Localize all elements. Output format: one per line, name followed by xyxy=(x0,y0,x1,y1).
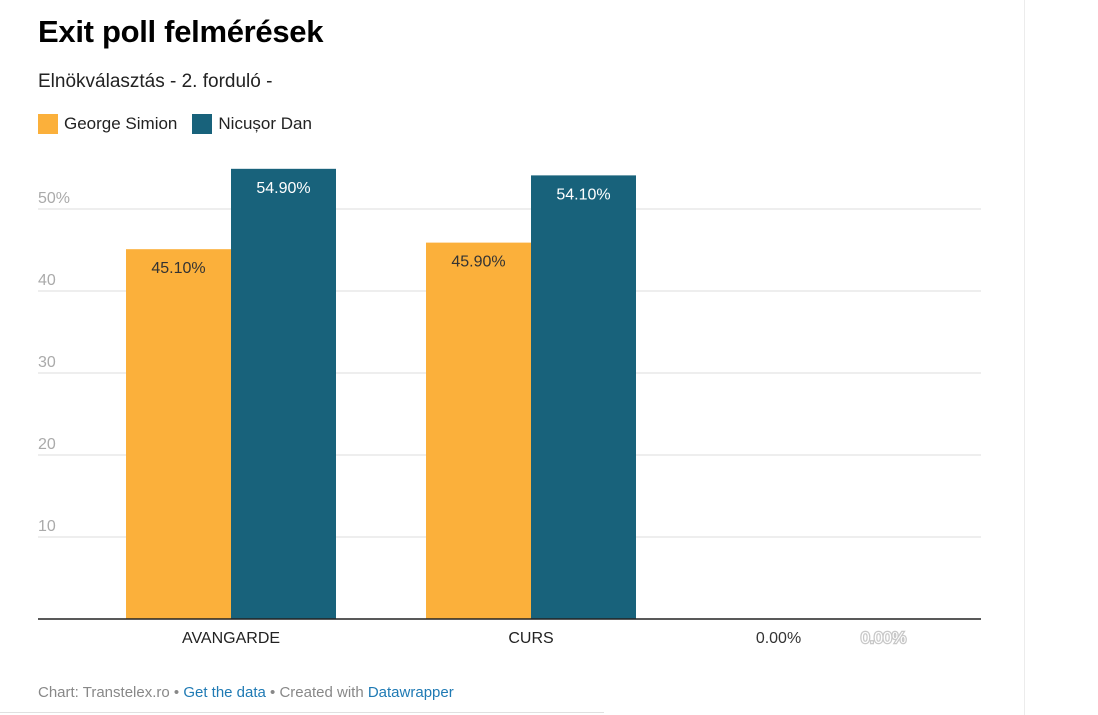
legend: George Simion Nicușor Dan xyxy=(38,114,327,134)
chart-frame: Exit poll felmérések Elnökválasztás - 2.… xyxy=(38,0,1025,715)
y-tick-label-30: 30 xyxy=(38,354,56,371)
bar-nicu-or-dan-1 xyxy=(531,175,636,619)
bottom-divider xyxy=(0,712,604,713)
data-label-nicu-or-dan-2: 0.00% xyxy=(861,630,906,647)
y-tick-label-20: 20 xyxy=(38,436,56,453)
chart-footer: Chart: Transtelex.ro • Get the data • Cr… xyxy=(38,684,454,701)
legend-item-george-simion: George Simion xyxy=(38,114,177,134)
data-label-george-simion-1: 45.90% xyxy=(451,254,505,271)
get-the-data-link[interactable]: Get the data xyxy=(183,684,266,701)
chart-subtitle: Elnökválasztás - 2. forduló - xyxy=(38,71,273,92)
y-tick-label-10: 10 xyxy=(38,518,56,535)
bar-george-simion-0 xyxy=(126,249,231,619)
data-label-george-simion-0: 45.10% xyxy=(151,260,205,277)
bar-chart: 10 20 30 40 50% 45.10% 54.90% AVANGARDE 45.90% 54… xyxy=(38,168,981,648)
chart-title: Exit poll felmérések xyxy=(38,14,324,49)
data-label-nicu-or-dan-1: 54.10% xyxy=(556,186,610,203)
footer-separator: • xyxy=(169,684,184,701)
legend-swatch-george-simion xyxy=(38,114,58,134)
legend-label-nicusor-dan: Nicușor Dan xyxy=(218,114,312,133)
x-category-label-1: CURS xyxy=(508,630,553,647)
data-label-george-simion-2: 0.00% xyxy=(756,630,801,647)
legend-item-nicusor-dan: Nicușor Dan xyxy=(192,114,312,134)
footer-created-with: • Created with xyxy=(265,684,368,701)
datawrapper-link[interactable]: Datawrapper xyxy=(367,684,454,701)
data-label-nicu-or-dan-0: 54.90% xyxy=(256,180,310,197)
chart-credit: Chart: Transtelex.ro xyxy=(38,684,170,701)
x-category-label-0: AVANGARDE xyxy=(182,630,280,647)
bar-george-simion-1 xyxy=(426,242,531,619)
y-tick-label-50: 50% xyxy=(38,190,70,207)
bar-nicu-or-dan-0 xyxy=(231,168,336,619)
y-tick-label-40: 40 xyxy=(38,272,56,289)
legend-swatch-nicusor-dan xyxy=(192,114,213,134)
legend-label-george-simion: George Simion xyxy=(64,114,178,133)
